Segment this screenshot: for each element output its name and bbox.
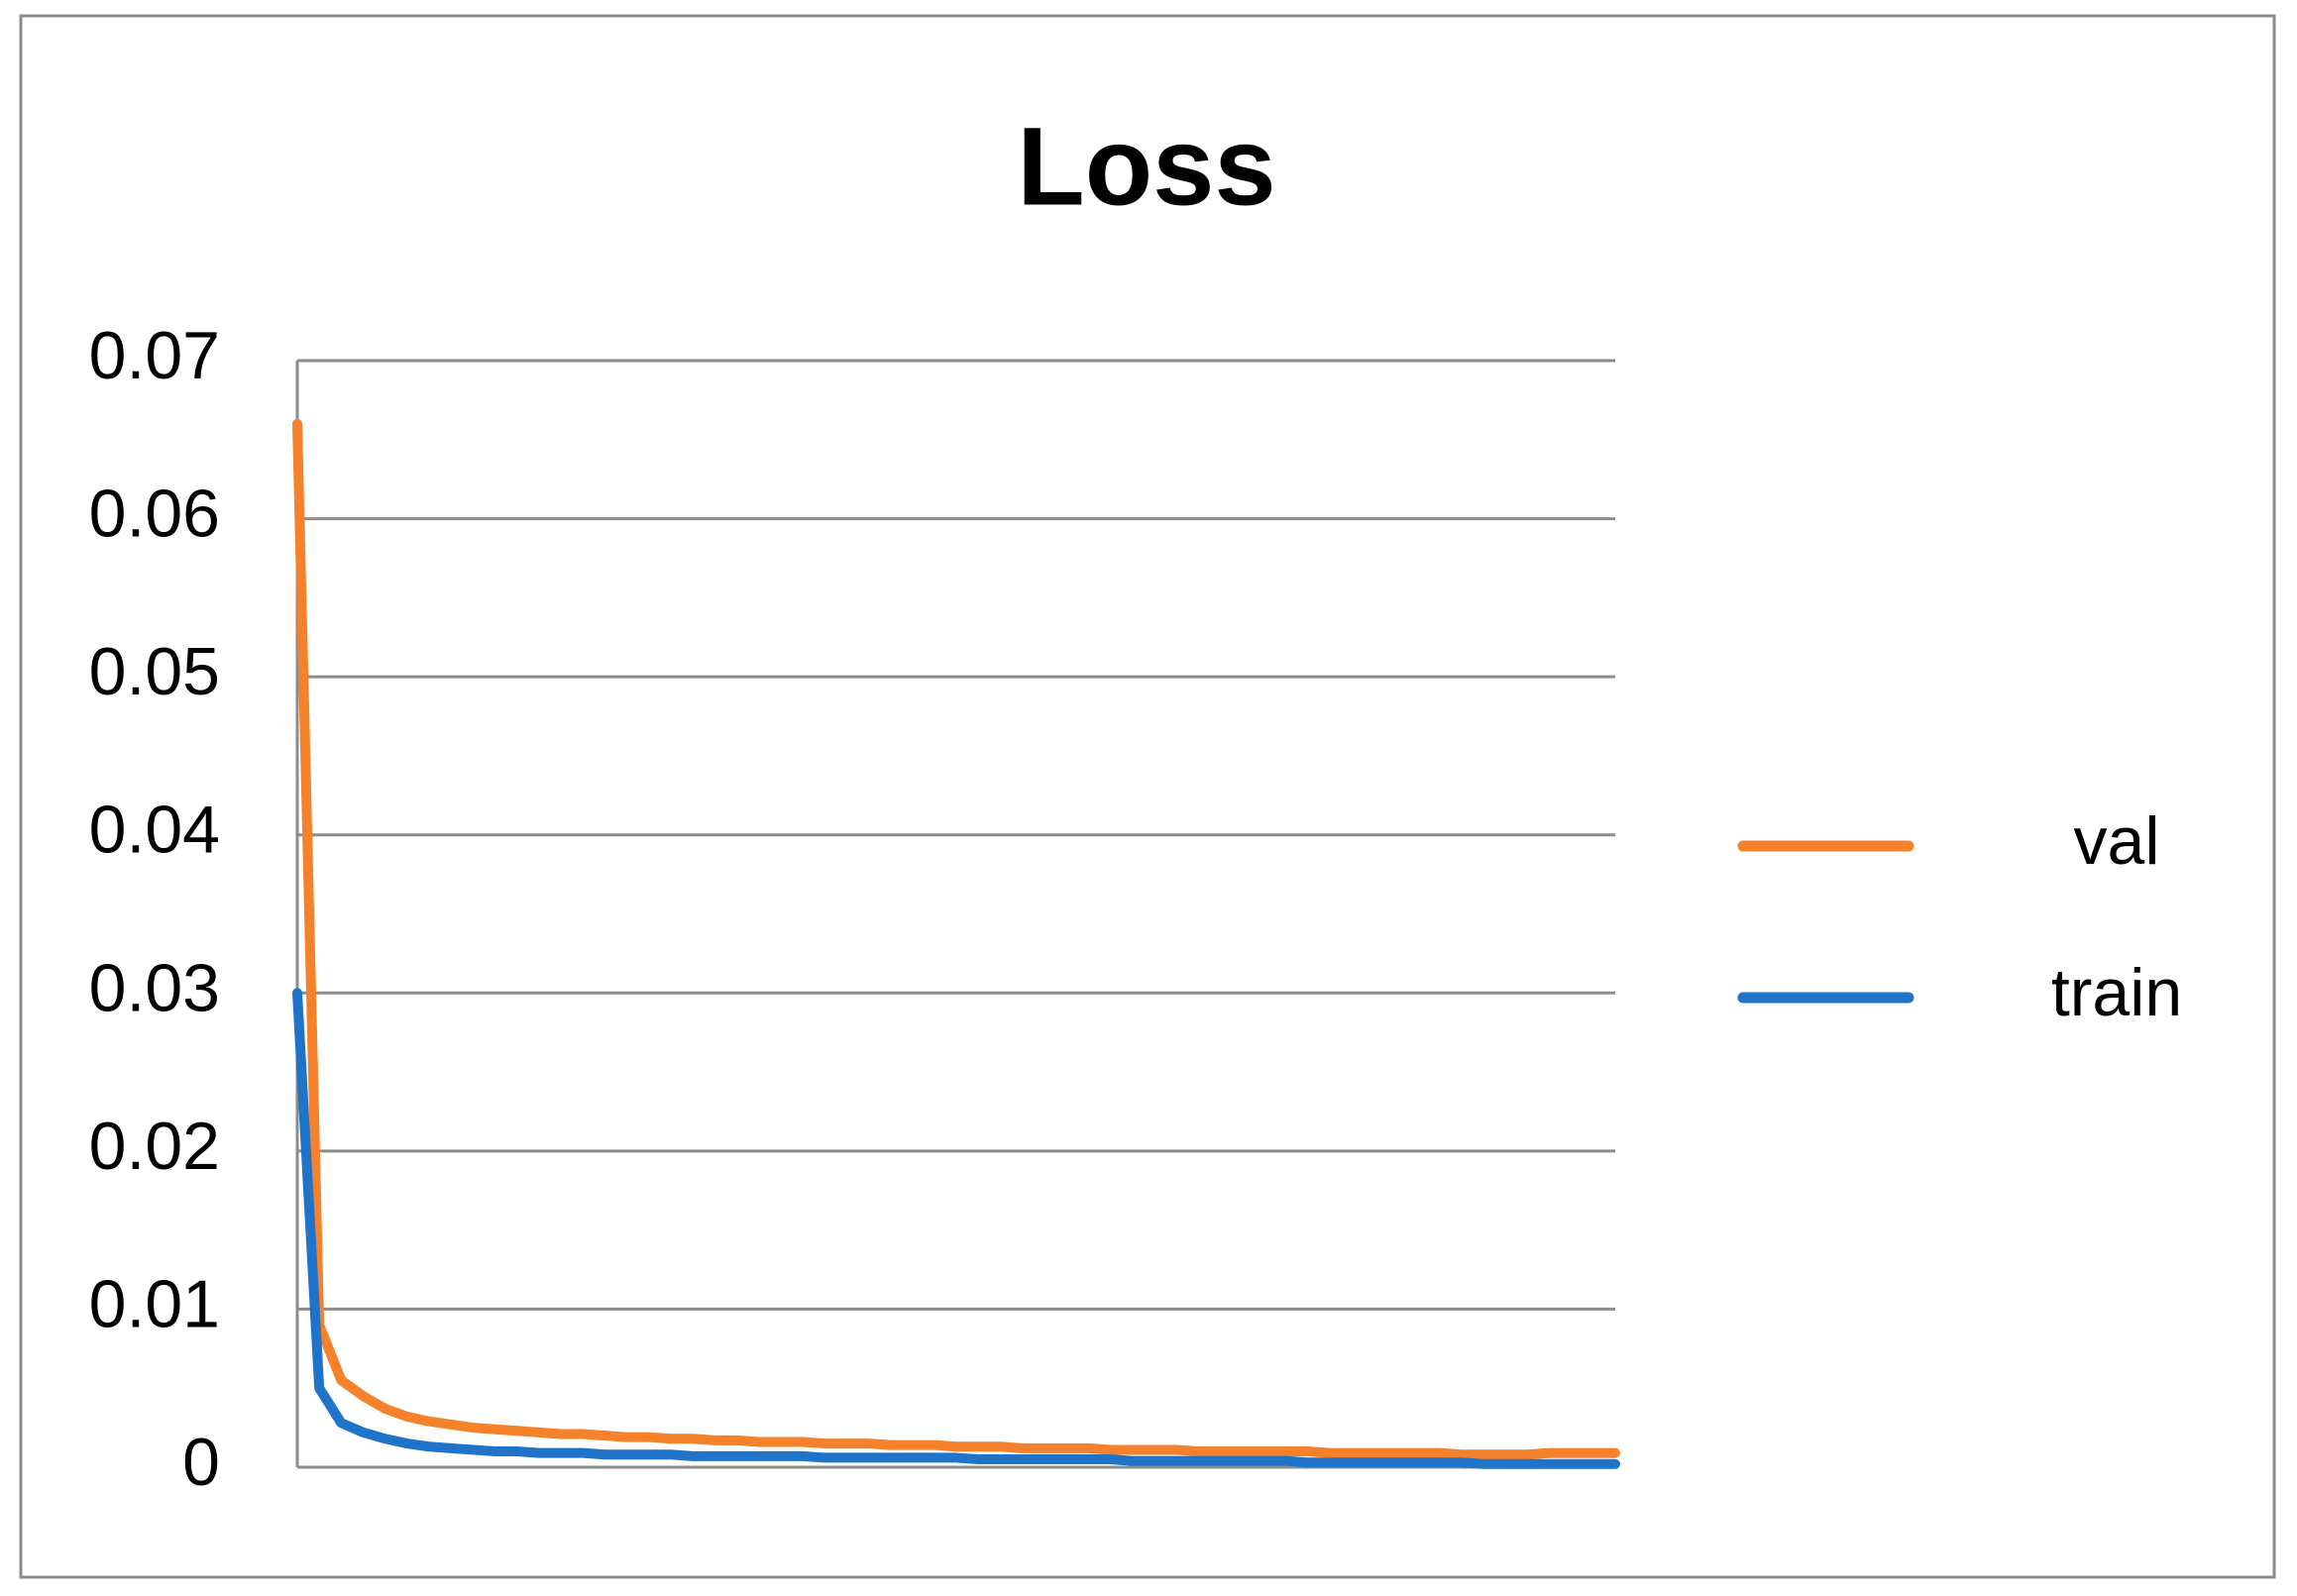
y-tick-label: 0.06 <box>89 477 220 552</box>
line-series <box>292 418 1620 1460</box>
line-series <box>292 988 1620 1469</box>
chart-border <box>19 14 2276 1579</box>
y-tick-label: 0.01 <box>89 1266 220 1341</box>
chart-title: Loss <box>1017 105 1275 229</box>
legend-label: val <box>2074 803 2160 879</box>
y-tick-label: 0.02 <box>89 1109 220 1184</box>
y-tick-label: 0.03 <box>89 950 220 1025</box>
y-tick-label: 0 <box>182 1425 220 1500</box>
y-tick-label: 0.04 <box>89 793 220 868</box>
y-tick-label: 0.07 <box>89 318 220 393</box>
y-tick-label: 0.05 <box>89 634 220 709</box>
legend-label: train <box>2051 955 2182 1030</box>
